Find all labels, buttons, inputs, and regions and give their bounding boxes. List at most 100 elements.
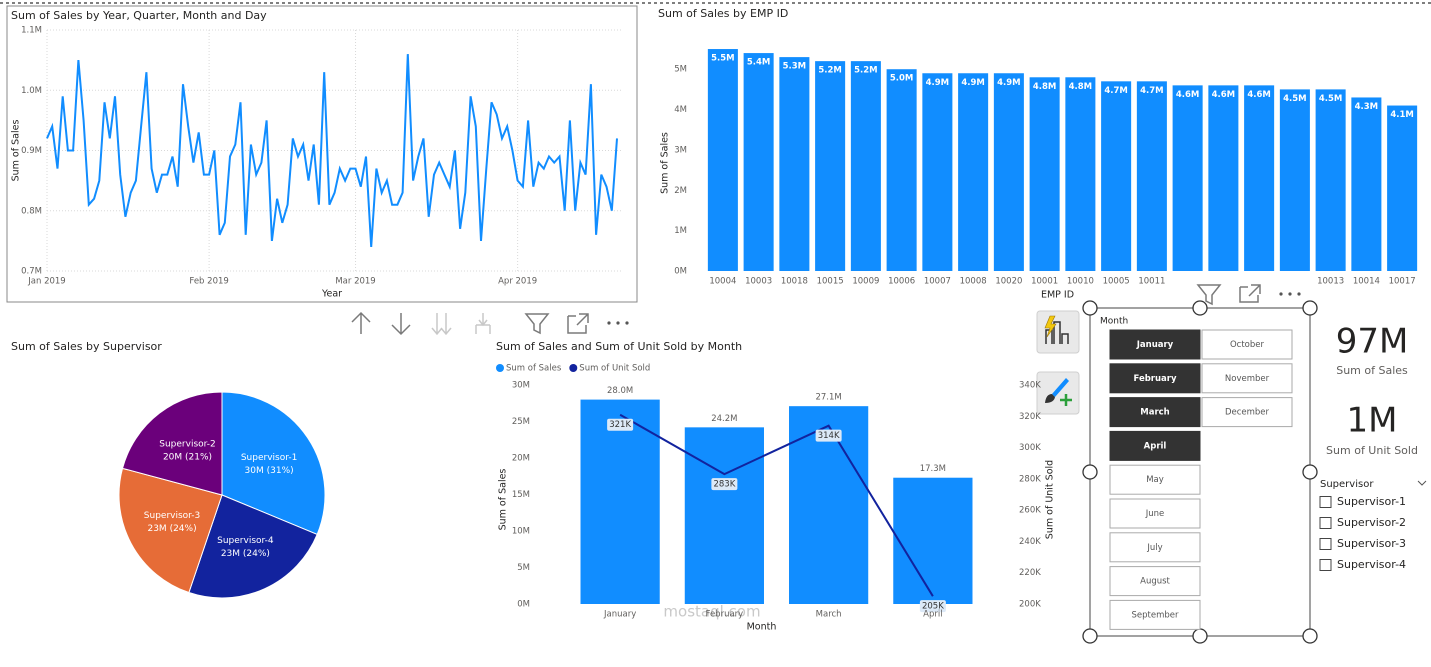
data-label: 5.3M bbox=[783, 62, 807, 72]
data-label: 4.6M bbox=[1212, 90, 1236, 100]
checkbox[interactable] bbox=[1319, 517, 1332, 529]
filter-chevron[interactable] bbox=[1417, 480, 1427, 486]
resize-handle[interactable] bbox=[1082, 464, 1098, 480]
filter-icon[interactable] bbox=[524, 313, 550, 335]
x-tick-label: 10014 bbox=[1353, 277, 1380, 287]
slicer-option[interactable] bbox=[1109, 464, 1201, 495]
focus-icon[interactable] bbox=[1239, 284, 1261, 303]
x-tick-label: 10020 bbox=[995, 277, 1022, 287]
slicer-option-label: September bbox=[1132, 610, 1179, 620]
y-tick-label: 0.9M bbox=[21, 146, 42, 156]
pie-slice bbox=[121, 391, 223, 496]
more-dot[interactable] bbox=[616, 321, 620, 325]
data-label: 4.5M bbox=[1283, 94, 1307, 104]
x-tick-label: 10007 bbox=[924, 277, 951, 287]
slicer-option[interactable] bbox=[1109, 498, 1201, 529]
data-label-bg bbox=[919, 600, 946, 613]
slicer-option-label: February bbox=[1133, 374, 1176, 384]
bar bbox=[1172, 85, 1203, 271]
data-label-bg bbox=[711, 478, 738, 491]
bar bbox=[1029, 77, 1060, 272]
y-axis-title: Sum of Sales bbox=[11, 120, 22, 182]
data-label-bg bbox=[815, 429, 842, 442]
data-label: 5.5M bbox=[711, 54, 735, 64]
expand-next-icon[interactable] bbox=[475, 313, 491, 334]
bar bbox=[1387, 105, 1418, 272]
bar bbox=[1315, 89, 1346, 272]
data-label: 5.2M bbox=[818, 66, 842, 76]
slicer-option[interactable] bbox=[1201, 397, 1293, 428]
visual-toolbar[interactable] bbox=[351, 311, 629, 336]
slicer-option[interactable] bbox=[1201, 329, 1293, 360]
more-dot[interactable] bbox=[1279, 292, 1283, 296]
plus-icon bbox=[1060, 394, 1072, 406]
data-label: 4.1M bbox=[1390, 110, 1414, 120]
data-label-bg bbox=[607, 418, 634, 431]
sales-line bbox=[46, 54, 618, 247]
bar bbox=[850, 61, 881, 272]
slicer-option[interactable] bbox=[1109, 363, 1201, 394]
slice-label: 23M (24%) bbox=[147, 524, 196, 534]
visual-format-buttons[interactable] bbox=[1036, 310, 1080, 415]
filter-icon[interactable] bbox=[1196, 284, 1222, 306]
x-tick-label: 10001 bbox=[1031, 277, 1058, 287]
focus-icon[interactable] bbox=[567, 313, 589, 334]
resize-handle[interactable] bbox=[1302, 300, 1318, 316]
slicer-option[interactable] bbox=[1109, 532, 1201, 563]
card-value: 1M bbox=[1347, 401, 1398, 441]
slicer-toolbar[interactable] bbox=[1193, 278, 1308, 306]
x-tick-label: Jan 2019 bbox=[27, 277, 65, 287]
bar bbox=[815, 61, 846, 272]
x-tick-label: 10006 bbox=[888, 277, 915, 287]
resize-handle[interactable] bbox=[1082, 628, 1098, 644]
x-tick-label: 10011 bbox=[1138, 277, 1165, 287]
slicer-option[interactable] bbox=[1109, 599, 1201, 630]
data-label: 4.7M bbox=[1140, 86, 1164, 96]
slicer-option[interactable] bbox=[1109, 329, 1201, 360]
slicer-option[interactable] bbox=[1109, 397, 1201, 428]
slicer-option[interactable] bbox=[1109, 566, 1201, 597]
resize-handle[interactable] bbox=[1192, 628, 1208, 644]
slicer-option[interactable] bbox=[1201, 363, 1293, 394]
bar bbox=[893, 477, 973, 604]
data-label: 4.5M bbox=[1319, 94, 1343, 104]
data-label: 17.3M bbox=[920, 464, 946, 474]
more-dot[interactable] bbox=[1288, 292, 1292, 296]
resize-handle[interactable] bbox=[1082, 300, 1098, 316]
resize-handle[interactable] bbox=[1302, 464, 1318, 480]
resize-handle[interactable] bbox=[1302, 628, 1318, 644]
y-tick-label: 10M bbox=[512, 527, 530, 537]
data-label: 4.7M bbox=[1104, 86, 1128, 96]
slicer-option-label: July bbox=[1146, 543, 1162, 553]
expand-all-icon[interactable] bbox=[431, 313, 452, 336]
checkbox[interactable] bbox=[1319, 559, 1332, 571]
x-axis-title: EMP ID bbox=[1041, 290, 1074, 301]
slicer-option[interactable] bbox=[1109, 430, 1201, 461]
checkbox[interactable] bbox=[1319, 538, 1332, 550]
y2-tick-label: 260K bbox=[1019, 506, 1041, 516]
filter-title: Supervisor bbox=[1320, 479, 1374, 490]
slicer-option-label: October bbox=[1230, 340, 1265, 350]
x-tick-label: 10015 bbox=[817, 277, 844, 287]
data-label: 4.6M bbox=[1176, 90, 1200, 100]
slicer-option-label: January bbox=[1136, 340, 1174, 350]
x-tick-label: February bbox=[706, 610, 744, 620]
drill-down-icon[interactable] bbox=[391, 313, 411, 336]
pie-slice bbox=[188, 494, 318, 599]
data-label: 4.9M bbox=[926, 78, 950, 88]
build-visual-button[interactable] bbox=[1036, 310, 1080, 354]
more-dot[interactable] bbox=[625, 321, 629, 325]
data-label: 205K bbox=[922, 602, 944, 612]
bar bbox=[993, 73, 1024, 271]
more-dot[interactable] bbox=[607, 321, 611, 325]
data-label: 321K bbox=[609, 420, 631, 430]
brush-icon bbox=[1052, 378, 1069, 397]
resize-handle[interactable] bbox=[1192, 300, 1208, 316]
filter-option: Supervisor-4 bbox=[1337, 558, 1406, 571]
toolbar-bg bbox=[1193, 278, 1308, 304]
y-tick-label: 30M bbox=[512, 381, 530, 391]
more-dot[interactable] bbox=[1297, 292, 1301, 296]
drill-up-icon[interactable] bbox=[351, 311, 371, 334]
x-tick-label: 10004 bbox=[709, 277, 736, 287]
checkbox[interactable] bbox=[1319, 496, 1332, 508]
